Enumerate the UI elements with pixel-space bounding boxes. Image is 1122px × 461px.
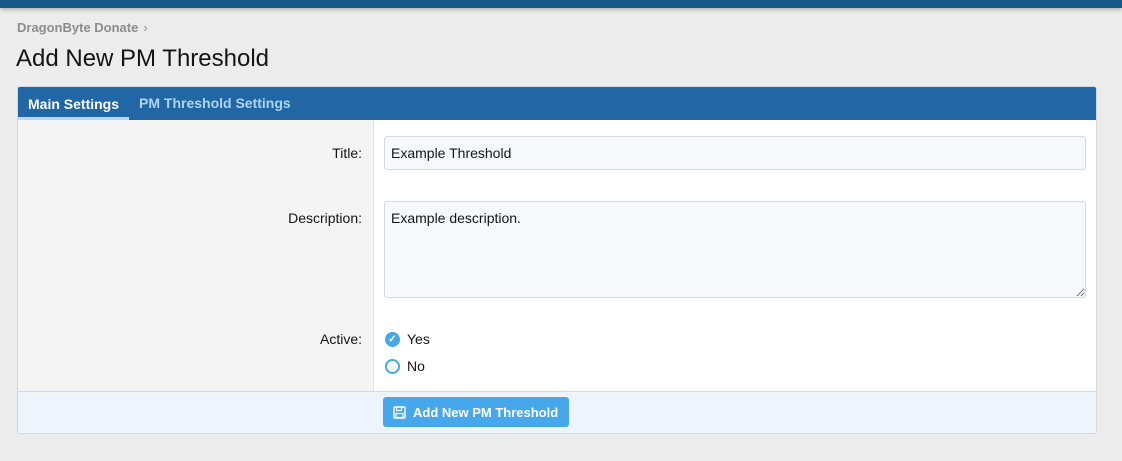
page-title: Add New PM Threshold [16,45,270,72]
description-textarea[interactable]: Example description. [384,201,1086,298]
breadcrumb-separator: › [143,20,148,35]
active-yes-radio[interactable]: ✓ Yes [385,331,430,347]
tab-pm-threshold-settings[interactable]: PM Threshold Settings [139,95,291,111]
radio-label: Yes [407,331,430,347]
top-bar [0,0,1122,8]
form-body: Title: Description: Example description.… [18,120,1096,392]
breadcrumb: DragonByte Donate › [17,20,148,35]
radio-empty-icon [385,358,400,374]
title-label: Title: [332,145,362,161]
description-label: Description: [288,210,362,226]
breadcrumb-item[interactable]: DragonByte Donate [17,20,139,35]
add-pm-threshold-button[interactable]: Add New PM Threshold [383,397,570,427]
title-input[interactable] [384,136,1086,170]
radio-label: No [407,358,425,374]
tab-main-settings[interactable]: Main Settings [18,87,130,120]
form-footer: Add New PM Threshold [18,391,1096,433]
tab-bar: Main Settings PM Threshold Settings [18,87,1096,120]
save-icon [393,405,406,419]
check-icon: ✓ [385,331,400,347]
button-label: Add New PM Threshold [413,404,559,420]
active-no-radio[interactable]: No [385,358,425,374]
label-column [18,120,374,392]
active-label: Active: [319,331,362,347]
form-panel: Main Settings PM Threshold Settings Titl… [17,86,1097,434]
